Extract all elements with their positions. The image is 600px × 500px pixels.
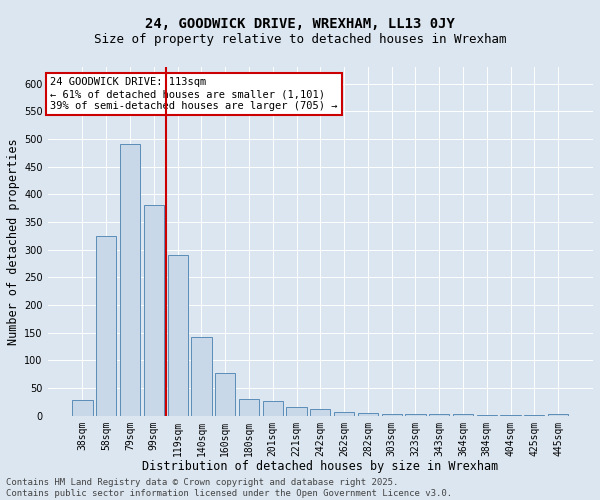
Bar (167, 255, 188, 416)
X-axis label: Distribution of detached houses by size in Wrexham: Distribution of detached houses by size … (142, 460, 499, 473)
Text: Size of property relative to detached houses in Wrexham: Size of property relative to detached ho… (94, 32, 506, 46)
Bar (429, 414, 449, 416)
Bar (239, 399, 259, 416)
Text: 24, GOODWICK DRIVE, WREXHAM, LL13 0JY: 24, GOODWICK DRIVE, WREXHAM, LL13 0JY (145, 18, 455, 32)
Text: 24 GOODWICK DRIVE: 113sqm
← 61% of detached houses are smaller (1,101)
39% of se: 24 GOODWICK DRIVE: 113sqm ← 61% of detac… (50, 78, 338, 110)
Bar (73, 400, 92, 416)
Bar (453, 414, 473, 416)
Bar (120, 144, 140, 416)
Bar (263, 401, 283, 416)
Bar (548, 414, 568, 416)
Bar (215, 372, 235, 416)
Bar (310, 408, 331, 416)
Text: Contains HM Land Registry data © Crown copyright and database right 2025.
Contai: Contains HM Land Registry data © Crown c… (6, 478, 452, 498)
Bar (96, 236, 116, 416)
Bar (144, 206, 164, 416)
Bar (500, 414, 521, 416)
Bar (334, 412, 354, 416)
Bar (191, 336, 212, 416)
Bar (382, 414, 402, 416)
Y-axis label: Number of detached properties: Number of detached properties (7, 138, 20, 344)
Bar (406, 414, 425, 416)
Bar (476, 414, 497, 416)
Bar (524, 414, 544, 416)
Bar (286, 408, 307, 416)
Bar (358, 413, 378, 416)
